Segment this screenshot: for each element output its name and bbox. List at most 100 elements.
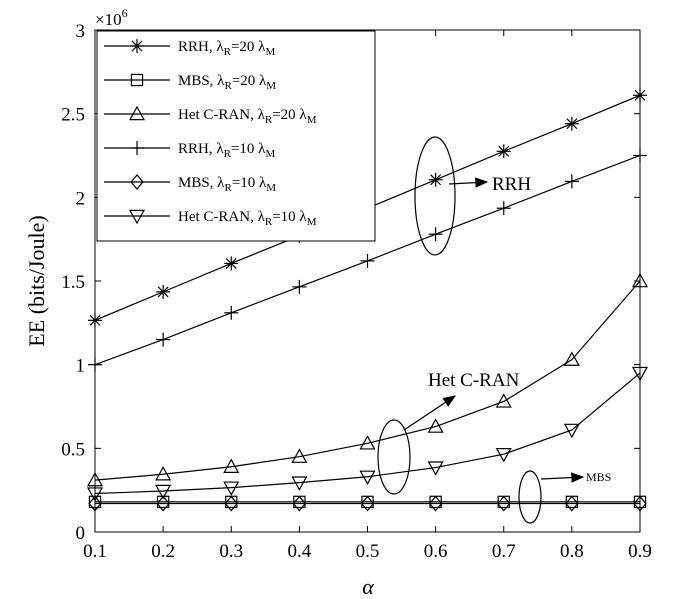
annotations-group: RRH Het C-RAN MBS <box>377 136 611 524</box>
y-tick-label: 1.5 <box>61 272 85 293</box>
mbs-arrow <box>540 472 585 483</box>
legend-marker <box>130 174 144 190</box>
legend-label: MBS, λR=20 λM <box>178 73 276 92</box>
data-point <box>359 470 376 486</box>
data-point <box>360 495 375 512</box>
rrh-ellipse <box>414 136 456 256</box>
data-point <box>564 116 579 131</box>
data-point <box>631 272 649 288</box>
legend-marker <box>130 73 144 87</box>
legend-item: MBS, λR=10 λM <box>104 174 276 194</box>
data-point <box>224 305 239 320</box>
data-point <box>428 172 443 187</box>
legend-label: Het C-RAN, λR=20 λM <box>178 107 317 126</box>
legend-item: Het C-RAN, λR=20 λM <box>104 105 317 126</box>
series-line <box>94 372 641 495</box>
data-point <box>86 487 104 502</box>
legend-marker <box>130 39 144 53</box>
data-point <box>86 471 104 487</box>
data-point <box>224 256 239 271</box>
data-point <box>88 313 102 328</box>
data-point <box>563 351 580 366</box>
het-ellipse <box>377 419 411 495</box>
x-tick-label: 0.2 <box>151 541 175 562</box>
data-point <box>223 481 240 496</box>
rrh-arrow <box>448 177 489 188</box>
data-point <box>563 423 580 439</box>
series-5 <box>88 495 647 512</box>
data-point <box>292 495 307 512</box>
y-tick-label: 1 <box>76 356 86 377</box>
y-tick-label: 0.5 <box>61 439 85 460</box>
series-line <box>94 280 641 481</box>
data-point <box>88 495 102 512</box>
x-tick-label: 0.6 <box>424 541 448 562</box>
data-point <box>633 148 647 163</box>
legend-item: MBS, λR=20 λM <box>104 73 276 92</box>
x-tick-label: 0.9 <box>628 541 652 562</box>
legend-label: MBS, λR=10 λM <box>178 175 276 194</box>
legend-marker <box>128 105 146 121</box>
data-point <box>360 253 375 268</box>
x-tick-label: 0.3 <box>219 541 243 562</box>
data-point <box>564 174 579 189</box>
data-point <box>633 495 647 512</box>
y-tick-label: 0 <box>76 523 86 544</box>
series-3 <box>86 272 649 487</box>
series-4 <box>88 148 647 372</box>
legend-label: RRH, λR=10 λM <box>178 141 275 160</box>
het-label: Het C-RAN <box>428 370 520 391</box>
legend-marker <box>128 209 146 225</box>
x-tick-label: 0.5 <box>356 541 380 562</box>
mbs-label: MBS <box>586 470 611 484</box>
data-point <box>496 144 511 159</box>
x-tick-label: 0.8 <box>560 541 584 562</box>
y-axis-multiplier: ×106 <box>95 6 128 29</box>
legend: RRH, λR=20 λM MBS, λR=20 λM Het C-RAN, λR=… <box>96 30 376 242</box>
data-point <box>359 435 376 450</box>
data-point <box>224 495 238 512</box>
data-point <box>496 201 511 216</box>
rrh-label: RRH <box>492 174 531 195</box>
data-point <box>88 357 102 372</box>
y-axis-label: EE (bits/Joule) <box>24 215 49 346</box>
data-point <box>633 88 647 103</box>
x-tick-label: 0.1 <box>83 541 107 562</box>
data-point <box>427 461 444 476</box>
data-point <box>428 495 443 512</box>
legend-box <box>96 30 376 242</box>
legend-label: Het C-RAN, λR=10 λM <box>178 209 317 228</box>
x-tick-label: 0.4 <box>288 541 312 562</box>
data-point <box>291 476 308 491</box>
axis-ticks: 0.1 0.2 0.3 0.4 0.5 0.6 0.7 0.8 0.9 0 0.5 1 1.5 2 2.5 3 <box>61 21 652 562</box>
data-point <box>428 227 443 242</box>
legend-label: RRH, λR=20 λM <box>178 39 275 58</box>
data-point <box>156 495 170 512</box>
het-arrow <box>403 395 457 431</box>
data-point <box>155 484 172 500</box>
series-6 <box>86 366 649 502</box>
data-point <box>156 284 171 299</box>
legend-item: Het C-RAN, λR=10 λM <box>104 209 317 228</box>
x-axis-label: α <box>362 574 374 599</box>
data-point <box>565 495 579 512</box>
data-point <box>427 418 444 433</box>
data-point <box>156 332 171 347</box>
legend-item: RRH, λR=10 λM <box>104 141 275 160</box>
data-point <box>495 447 512 463</box>
legend-item: RRH, λR=20 λM <box>104 39 275 58</box>
data-point <box>292 279 307 294</box>
data-point <box>497 495 511 512</box>
legend-marker <box>130 141 144 155</box>
data-point <box>291 448 308 463</box>
data-point <box>495 393 512 408</box>
y-tick-label: 3 <box>76 21 86 42</box>
x-tick-label: 0.7 <box>492 541 516 562</box>
series-group <box>86 88 649 512</box>
mbs-ellipse <box>518 470 542 524</box>
data-point <box>631 366 649 382</box>
data-point <box>155 466 172 481</box>
data-point <box>223 458 240 473</box>
y-tick-label: 2 <box>76 188 86 209</box>
